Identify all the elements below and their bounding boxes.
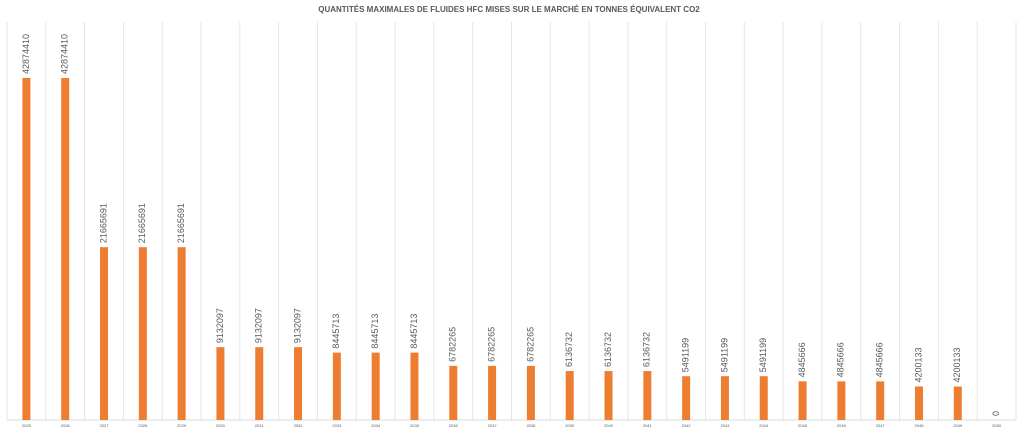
x-tick-label: 2030 bbox=[216, 423, 226, 428]
bar bbox=[177, 247, 186, 420]
bar bbox=[371, 352, 380, 420]
x-tick-label: 2034 bbox=[371, 423, 381, 428]
x-tick-label: 2035 bbox=[410, 423, 420, 428]
bar bbox=[449, 365, 458, 420]
data-label: 6782265 bbox=[448, 327, 458, 362]
data-label: 6136732 bbox=[603, 332, 613, 367]
x-tick-label: 2036 bbox=[449, 423, 459, 428]
data-label: 5491199 bbox=[681, 338, 691, 372]
chart-title: QUANTITÉS MAXIMALES DE FLUIDES HFC MISES… bbox=[318, 5, 700, 14]
data-label: 9132097 bbox=[215, 308, 225, 343]
data-label: 4200133 bbox=[913, 347, 923, 382]
x-tick-label: 2029 bbox=[177, 423, 187, 428]
bar bbox=[914, 386, 923, 420]
data-label: 6782265 bbox=[486, 327, 496, 362]
bar bbox=[798, 381, 807, 420]
x-tick-label: 2045 bbox=[798, 423, 808, 428]
bar bbox=[682, 376, 691, 420]
data-label: 4845666 bbox=[875, 342, 885, 377]
x-tick-label: 2027 bbox=[100, 423, 110, 428]
data-label: 0 bbox=[991, 411, 1001, 416]
bar bbox=[255, 347, 264, 420]
bar bbox=[837, 381, 846, 420]
bar bbox=[216, 347, 225, 420]
data-label: 9132097 bbox=[254, 308, 264, 343]
bar bbox=[759, 376, 768, 420]
bar bbox=[604, 371, 613, 420]
x-tick-label: 2049 bbox=[953, 423, 963, 428]
x-tick-label: 2047 bbox=[876, 423, 886, 428]
x-tick-label: 2032 bbox=[294, 423, 304, 428]
x-tick-label: 2038 bbox=[526, 423, 536, 428]
bar bbox=[410, 352, 419, 420]
x-tick-label: 2041 bbox=[643, 423, 653, 428]
data-label: 8445713 bbox=[331, 314, 341, 349]
data-label: 6782265 bbox=[525, 327, 535, 362]
bar bbox=[138, 247, 147, 420]
data-label: 42874410 bbox=[60, 34, 70, 74]
data-label: 21665691 bbox=[137, 203, 147, 243]
bar bbox=[643, 371, 652, 420]
data-label: 6136732 bbox=[564, 332, 574, 367]
data-label: 8445713 bbox=[409, 314, 419, 349]
bar bbox=[61, 78, 70, 420]
data-label: 21665691 bbox=[176, 203, 186, 243]
x-tick-label: 2046 bbox=[837, 423, 847, 428]
data-label: 9132097 bbox=[292, 308, 302, 343]
bar bbox=[565, 371, 574, 420]
bar bbox=[720, 376, 729, 420]
x-tick-label: 2044 bbox=[759, 423, 769, 428]
data-label: 21665691 bbox=[98, 203, 108, 243]
bar bbox=[953, 386, 962, 420]
data-label: 5491199 bbox=[719, 338, 729, 372]
x-tick-label: 2037 bbox=[488, 423, 498, 428]
bar bbox=[294, 347, 303, 420]
data-label: 4200133 bbox=[952, 347, 962, 382]
bar bbox=[526, 365, 535, 420]
data-label: 42874410 bbox=[21, 34, 31, 74]
x-tick-label: 2026 bbox=[61, 423, 71, 428]
data-label: 4845666 bbox=[797, 342, 807, 377]
x-tick-label: 2039 bbox=[565, 423, 575, 428]
bar bbox=[332, 352, 341, 420]
bar bbox=[22, 78, 31, 420]
data-label: 5491199 bbox=[758, 338, 768, 372]
x-tick-label: 2042 bbox=[682, 423, 692, 428]
x-tick-label: 2043 bbox=[720, 423, 730, 428]
x-tick-label: 2050 bbox=[992, 423, 1002, 428]
x-tick-label: 2028 bbox=[138, 423, 148, 428]
x-tick-label: 2031 bbox=[255, 423, 265, 428]
x-tick-label: 2025 bbox=[22, 423, 32, 428]
x-tick-label: 2033 bbox=[332, 423, 342, 428]
bar bbox=[876, 381, 885, 420]
x-tick-label: 2040 bbox=[604, 423, 614, 428]
bar bbox=[100, 247, 109, 420]
data-label: 6136732 bbox=[642, 332, 652, 367]
data-label: 4845666 bbox=[836, 342, 846, 377]
data-label: 8445713 bbox=[370, 314, 380, 349]
x-tick-label: 2048 bbox=[915, 423, 925, 428]
bar bbox=[488, 365, 497, 420]
